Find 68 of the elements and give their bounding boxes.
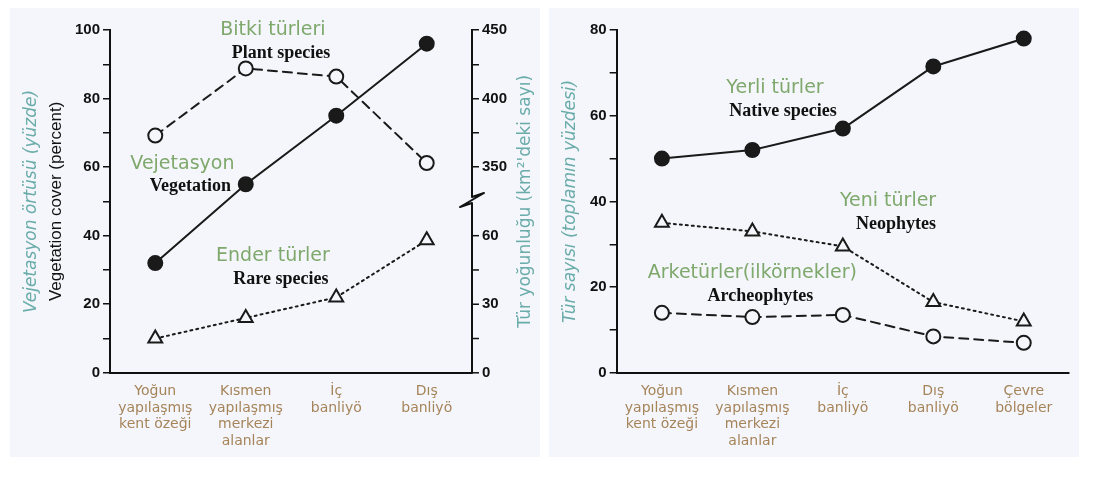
annotation: Ender türler <box>216 243 330 266</box>
point <box>147 255 164 272</box>
series-label: Archeophytes <box>707 285 814 306</box>
series-label: Vegetation <box>149 175 232 196</box>
x-tick-label: Dış banliyö <box>907 381 959 415</box>
point <box>418 155 435 172</box>
point <box>328 68 345 85</box>
point <box>925 293 942 308</box>
x-tick-label: Çevre bölgeler <box>995 381 1053 415</box>
y-tick-label: 40 <box>83 225 101 243</box>
point <box>744 222 761 237</box>
point <box>744 141 761 158</box>
y-tick-label: 80 <box>590 20 607 38</box>
point <box>418 35 435 52</box>
point <box>1015 30 1032 47</box>
point <box>834 120 851 137</box>
point <box>1015 334 1032 351</box>
y-tick-label: 40 <box>590 191 607 209</box>
y2-tick-label: 450 <box>481 20 507 38</box>
point <box>744 309 761 326</box>
y-tick-label: 60 <box>590 105 607 123</box>
point <box>1015 312 1032 327</box>
series-label: Native species <box>729 99 837 120</box>
x-tick-label: Kısmen yapılaşmış merkezi alanlar <box>208 381 283 449</box>
point <box>925 328 942 345</box>
y-tick-label: 20 <box>590 277 607 295</box>
point <box>237 60 254 77</box>
point <box>653 213 670 228</box>
series-label: Neophytes <box>856 213 937 234</box>
point <box>418 231 435 246</box>
y-tick-label: 0 <box>598 362 607 380</box>
y-tick-label: 60 <box>83 157 101 175</box>
point <box>147 127 164 144</box>
annotation: Yerli türler <box>725 75 824 98</box>
annotation: Vejetasyon <box>130 150 235 173</box>
point <box>147 329 164 344</box>
y2-tick-label: 350 <box>481 157 507 175</box>
y-tick-label: 20 <box>83 294 101 312</box>
y-axis-title: Tür sayısı (toplamın yüzdesi) <box>559 79 580 323</box>
y2-tick-label: 400 <box>481 88 507 106</box>
point <box>328 288 345 303</box>
annotation: Arketürler(ilkörnekler) <box>647 260 857 283</box>
y3-tick-label: 60 <box>481 225 499 243</box>
x-tick-label: Kısmen yapılaşmış merkezi alanlar <box>715 381 790 449</box>
x-tick-label: Yoğun yapılaşmış kent özeği <box>118 381 193 432</box>
point <box>328 107 345 124</box>
y2-axis-title: Tür yoğunluğu (km²'deki sayı) <box>514 74 535 329</box>
point <box>653 304 670 321</box>
point <box>925 58 942 75</box>
series-label: Plant species <box>231 41 331 62</box>
point <box>834 237 851 252</box>
x-tick-label: İç banliyö <box>817 380 869 415</box>
annotation: Yeni türler <box>838 188 937 211</box>
series-label: Rare species <box>233 267 329 288</box>
point <box>237 176 254 193</box>
y-tick-label: 0 <box>91 362 101 380</box>
y3-tick-label: 30 <box>481 294 499 312</box>
x-tick-label: Yoğun yapılaşmış kent özeği <box>624 381 700 432</box>
point <box>237 308 254 323</box>
y-tick-label: 100 <box>75 20 101 38</box>
annotation: Bitki türleri <box>220 16 326 39</box>
point <box>653 150 670 167</box>
y3-tick-label: 0 <box>481 362 491 380</box>
y-tick-label: 80 <box>83 88 101 106</box>
x-tick-label: Dış banliyö <box>401 381 453 415</box>
point <box>834 306 851 323</box>
x-tick-label: İç banliyö <box>310 380 362 415</box>
y-axis-title: Vejetasyon örtüsü (yüzde) Vegetation cover (percent) <box>20 89 65 313</box>
